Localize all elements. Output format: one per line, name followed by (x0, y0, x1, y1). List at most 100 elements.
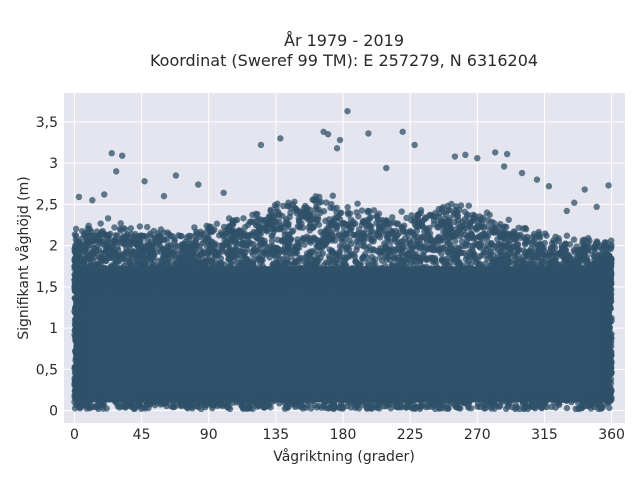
data-point (555, 250, 562, 258)
data-point (456, 261, 463, 268)
data-point (410, 396, 418, 404)
data-point (86, 252, 93, 259)
data-point (313, 205, 320, 212)
data-point (417, 236, 424, 243)
data-point (398, 208, 405, 215)
data-point (149, 246, 156, 254)
data-point (336, 404, 343, 411)
data-point (133, 241, 141, 248)
data-point (269, 261, 276, 268)
data-point (444, 202, 451, 210)
data-point (605, 295, 612, 302)
data-point (297, 212, 305, 220)
data-point (260, 281, 268, 288)
data-point (233, 399, 240, 406)
data-point (271, 213, 278, 220)
data-point (124, 249, 131, 256)
data-point (73, 266, 81, 273)
data-point (492, 274, 500, 281)
data-point (606, 404, 613, 412)
data-point (184, 258, 192, 265)
data-point (367, 274, 374, 282)
data-point (500, 163, 508, 170)
data-point (122, 271, 129, 278)
data-point (339, 261, 347, 269)
data-point (324, 131, 332, 138)
data-point (571, 199, 578, 206)
data-point (249, 400, 256, 408)
data-point (157, 399, 165, 407)
data-point (94, 232, 102, 240)
data-point (424, 266, 431, 274)
data-point (316, 250, 323, 257)
data-point (457, 224, 465, 232)
data-point (205, 225, 212, 233)
data-point (358, 207, 366, 214)
data-point (444, 239, 452, 246)
data-point (368, 405, 375, 412)
chart-subtitle: Koordinat (Sweref 99 TM): E 257279, N 63… (150, 51, 538, 70)
data-point (375, 397, 382, 404)
data-point (160, 192, 168, 200)
data-point (297, 286, 304, 293)
data-point (509, 397, 516, 404)
data-point (72, 225, 80, 233)
data-point (249, 251, 257, 258)
data-point (555, 400, 563, 407)
data-point (396, 399, 404, 406)
data-point (541, 230, 549, 237)
data-point (387, 238, 394, 246)
data-point (309, 397, 316, 404)
data-point (309, 265, 317, 273)
x-tick-label: 360 (598, 427, 625, 443)
x-tick-label: 45 (133, 427, 151, 443)
data-point (447, 224, 454, 232)
data-point (394, 404, 402, 411)
y-axis-label: Signifikant våghöjd (m) (15, 176, 32, 339)
data-point (257, 141, 265, 149)
data-point (427, 211, 434, 218)
data-point (391, 252, 398, 259)
data-point (491, 149, 499, 156)
data-point (345, 282, 352, 289)
data-point (336, 209, 344, 217)
data-point (347, 221, 354, 228)
data-point (416, 277, 423, 285)
data-point (177, 232, 184, 240)
data-point (237, 273, 245, 281)
data-point (91, 261, 99, 268)
data-point (259, 262, 266, 269)
data-point (386, 256, 394, 264)
data-point (466, 265, 474, 272)
data-point (545, 183, 553, 190)
data-point (110, 265, 117, 273)
data-point (278, 237, 286, 244)
data-point (547, 279, 554, 287)
data-point (402, 282, 410, 290)
data-point (387, 220, 394, 227)
data-point (238, 398, 245, 405)
data-point (403, 214, 410, 222)
data-point (383, 244, 390, 251)
data-point (226, 278, 233, 285)
data-point (432, 237, 439, 245)
data-point (313, 404, 321, 411)
data-point (607, 273, 614, 280)
data-point (258, 236, 265, 243)
data-point (100, 230, 107, 237)
data-point (541, 252, 548, 259)
data-point (144, 223, 151, 231)
data-point (483, 245, 490, 253)
data-point (394, 264, 401, 271)
data-point (338, 243, 346, 251)
data-point (523, 237, 530, 244)
data-point (303, 404, 310, 411)
x-axis-ticks: 0 45 90 135 180 225 270 315 360 (70, 427, 625, 443)
data-point (381, 262, 389, 269)
data-point (320, 403, 328, 410)
data-point (351, 273, 358, 280)
data-point (320, 261, 328, 269)
data-point (447, 267, 455, 275)
data-point (241, 223, 249, 231)
data-point (569, 396, 577, 403)
